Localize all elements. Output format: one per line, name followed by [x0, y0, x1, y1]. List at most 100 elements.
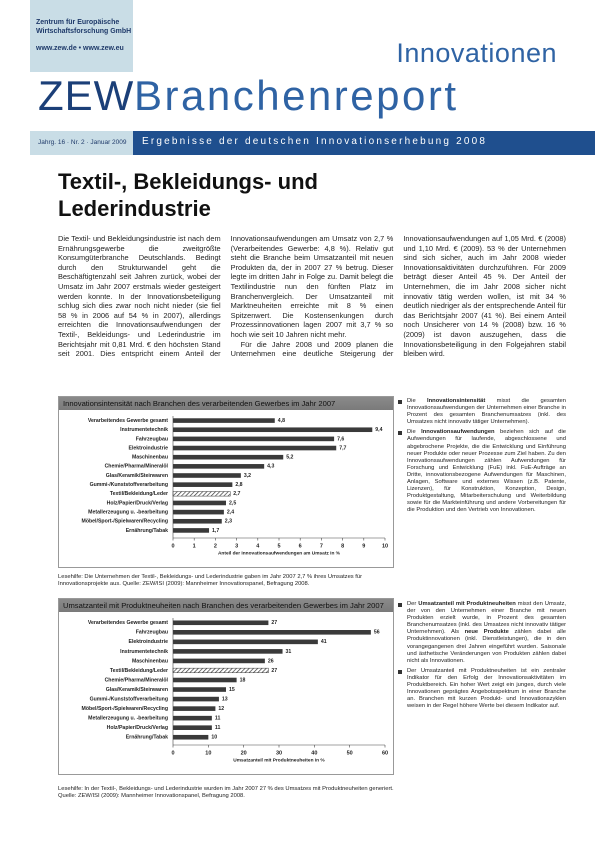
note-text: Die — [407, 398, 428, 404]
value-label: 18 — [240, 677, 246, 683]
bar — [173, 518, 222, 524]
y-tick-label: Instrumentetechnik — [120, 427, 168, 433]
report-title: Branchenreport — [134, 72, 459, 119]
bar — [172, 491, 231, 497]
note-text: zählen dabei alle Produktinnovationen (i… — [407, 629, 567, 664]
x-tick-label: 60 — [382, 750, 388, 756]
y-tick-label: Verarbeitendes Gewerbe gesamt — [88, 620, 168, 626]
bar — [173, 677, 237, 683]
x-tick-label: 7 — [320, 543, 323, 549]
value-label: 9,4 — [375, 427, 382, 433]
value-label: 2,4 — [227, 509, 234, 515]
bar — [173, 482, 233, 487]
title-line: Lederindustrie — [58, 196, 211, 221]
note-list: Der Umsatzanteil mit Produktneuheiten mi… — [398, 601, 566, 710]
bar — [173, 464, 265, 469]
bar — [173, 630, 371, 635]
value-label: 11 — [215, 716, 221, 722]
y-tick-label: Chemie/Pharma/Mineralöl — [105, 464, 169, 470]
value-label: 31 — [286, 649, 292, 655]
chart-box: Umsatzanteil mit Produktneuheiten nach B… — [58, 598, 394, 775]
value-label: 56 — [374, 630, 380, 636]
value-label: 27 — [271, 620, 277, 626]
paragraph: Für die Jahre 2008 und 2009 planen die U… — [230, 234, 566, 359]
y-tick-label: Maschinenbau — [132, 455, 168, 461]
note-text: Die — [407, 429, 422, 436]
x-tick-label: 2 — [214, 543, 217, 549]
value-label: 13 — [222, 696, 228, 702]
title-line: Textil-, Bekleidungs- und — [58, 169, 318, 194]
y-tick-label: Verarbeitendes Gewerbe gesamt — [88, 418, 168, 424]
bar — [173, 528, 210, 533]
y-tick-label: Gummi-/Kunststoffverarbeitung — [90, 696, 168, 702]
x-tick-label: 3 — [235, 543, 238, 549]
value-label: 26 — [268, 658, 274, 664]
x-tick-label: 8 — [341, 543, 344, 549]
chart: Verarbeitendes Gewerbe gesamt 4,8 Instrume… — [82, 416, 388, 556]
x-axis-label: Umsatzanteil mit Produktneuheiten in % — [233, 757, 325, 763]
institute-line: Zentrum für Europäische — [36, 19, 120, 26]
header-strip — [30, 131, 133, 155]
bar — [173, 706, 216, 711]
y-tick-label: Chemie/Pharma/Mineralöl — [105, 677, 169, 683]
y-tick-label: Holz/Papier/Druck/Verlag — [107, 500, 168, 506]
note-text: beziehen sich auf die Aufwendungen für l… — [407, 429, 567, 514]
y-tick-label: Elektroindustrie — [129, 639, 169, 645]
value-label: 12 — [218, 706, 224, 712]
bar — [173, 715, 212, 721]
bar — [173, 436, 335, 442]
chart-box: Innovationsintensität nach Branchen des … — [58, 396, 394, 568]
x-tick-label: 10 — [205, 750, 211, 756]
chart: Verarbeitendes Gewerbe gesamt 27 Fahrzeugb… — [82, 618, 388, 763]
note-list: Die Innovationsintensität misst die gesa… — [398, 398, 566, 515]
value-label: 2,8 — [235, 482, 242, 488]
header-panel — [30, 0, 133, 72]
x-tick-label: 40 — [311, 750, 317, 756]
bar — [173, 500, 226, 506]
x-tick-label: 10 — [382, 543, 388, 549]
x-tick-label: 9 — [362, 543, 365, 549]
y-tick-label: Maschinenbau — [132, 658, 168, 664]
value-label: 4,8 — [278, 418, 285, 424]
chart-title: Innovationsintensität nach Branchen des … — [59, 397, 393, 410]
x-tick-label: 30 — [276, 750, 282, 756]
y-tick-label: Textil/Bekleidung/Leder — [110, 668, 168, 674]
bar — [173, 696, 219, 702]
y-tick-label: Elektroindustrie — [129, 445, 169, 451]
bar — [173, 734, 209, 740]
y-tick-label: Glas/Keramik/Steinwaren — [106, 473, 168, 479]
bar — [173, 427, 373, 433]
x-tick-label: 4 — [256, 543, 260, 549]
chart-caption: Lesehilfe: Die Unternehmen der Textil-, … — [58, 574, 363, 587]
bar — [173, 418, 275, 423]
logo: ZEW — [38, 72, 135, 119]
x-axis-label: Anteil der Innovationsaufwendungen am Um… — [218, 550, 341, 556]
note-text: Umsatzanteil mit Produktneuheiten — [418, 601, 516, 607]
y-tick-label: Ernährung/Tabak — [126, 528, 168, 534]
issue: Jahrg. 16 · Nr. 2 · Januar 2009 — [38, 139, 127, 146]
note-item: Der Umsatzanteil mit Produktneuheiten is… — [398, 668, 566, 711]
bar — [173, 639, 318, 645]
subtitle: Ergebnisse der deutschen Innovationserhe… — [142, 136, 488, 147]
note-item: Die Innovationsaufwendungen beziehen sic… — [398, 429, 566, 514]
header-strip — [133, 131, 595, 155]
note-text: neue Produkte — [464, 629, 509, 636]
x-tick-label: 1 — [193, 543, 196, 549]
note-item: Der Umsatzanteil mit Produktneuheiten mi… — [398, 601, 566, 665]
bar — [173, 620, 269, 626]
y-tick-label: Möbel/Sport-/Spielwaren/Recycling — [82, 706, 168, 712]
value-label: 4,3 — [267, 464, 274, 470]
notes: Der Umsatzanteil mit Produktneuheiten mi… — [398, 601, 566, 713]
value-label: 27 — [271, 668, 277, 674]
bar — [173, 725, 212, 730]
bar — [173, 473, 241, 478]
bar — [173, 454, 284, 460]
y-tick-label: Metallerzeugung u. -bearbeitung — [88, 509, 168, 515]
x-tick-label: 0 — [171, 750, 174, 756]
note-item: Die Innovationsintensität misst die gesa… — [398, 398, 566, 426]
y-tick-label: Metallerzeugung u. -bearbeitung — [88, 716, 168, 722]
note-text: misst den Umsatz, der von den Unternehme… — [407, 601, 567, 636]
bar — [172, 667, 269, 674]
note-text: Der Umsatzanteil mit Produktneuheiten is… — [407, 667, 566, 710]
